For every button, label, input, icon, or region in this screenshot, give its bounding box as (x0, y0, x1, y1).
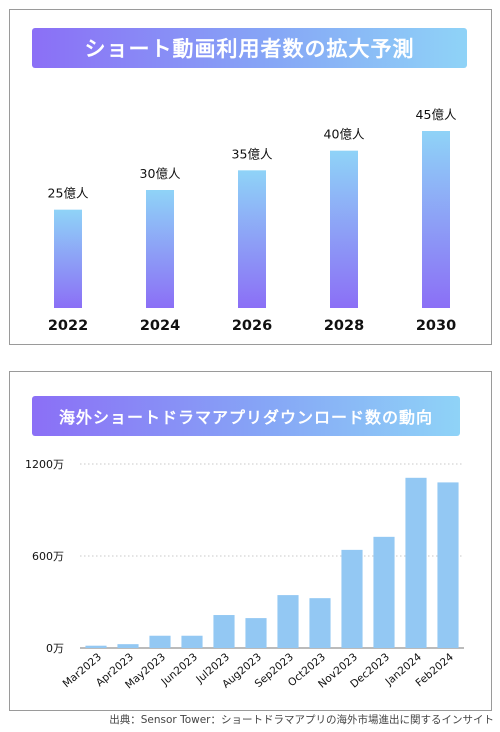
source-note: 出典：Sensor Tower：ショートドラマアプリの海外市場進出に関するインサ… (109, 714, 494, 726)
forecast-data-label: 25億人 (48, 186, 89, 201)
forecast-data-label: 30億人 (140, 166, 181, 181)
forecast-x-tick-label: 2022 (48, 318, 88, 334)
downloads-y-tick-label: 600万 (32, 550, 64, 563)
downloads-y-tick-label: 0万 (46, 642, 64, 655)
forecast-chart-title: ショート動画利用者数の拡大予測 (32, 28, 467, 68)
downloads-bar-Jun2023 (181, 635, 203, 648)
forecast-data-label: 45億人 (416, 107, 457, 122)
forecast-bar-2028 (330, 150, 358, 308)
downloads-bar-Oct2023 (309, 598, 331, 648)
forecast-x-tick-label: 2028 (324, 318, 364, 334)
forecast-bar-2026 (238, 170, 266, 308)
downloads-chart-title: 海外ショートドラマアプリダウンロード数の動向 (32, 396, 460, 436)
forecast-bar-2022 (54, 209, 82, 308)
downloads-bar-Feb2024 (437, 482, 459, 648)
forecast-data-label: 35億人 (232, 146, 273, 161)
downloads-bar-Jan2024 (405, 477, 427, 648)
downloads-y-tick-label: 1200万 (25, 458, 64, 471)
forecast-x-tick-label: 2030 (416, 318, 456, 334)
downloads-bar-Nov2023 (341, 549, 363, 648)
forecast-x-tick-label: 2026 (232, 318, 272, 334)
downloads-bar-Aug2023 (245, 618, 267, 648)
downloads-bar-Dec2023 (373, 536, 395, 648)
downloads-bar-May2023 (149, 635, 171, 648)
downloads-bar-Sep2023 (277, 595, 299, 648)
downloads-bar-Apr2023 (117, 644, 139, 648)
downloads-bar-Mar2023 (85, 645, 107, 648)
forecast-data-label: 40億人 (324, 127, 365, 142)
forecast-bar-2030 (422, 131, 450, 308)
forecast-bar-2024 (146, 190, 174, 308)
downloads-bar-Jul2023 (213, 615, 235, 648)
forecast-x-tick-label: 2024 (140, 318, 180, 334)
